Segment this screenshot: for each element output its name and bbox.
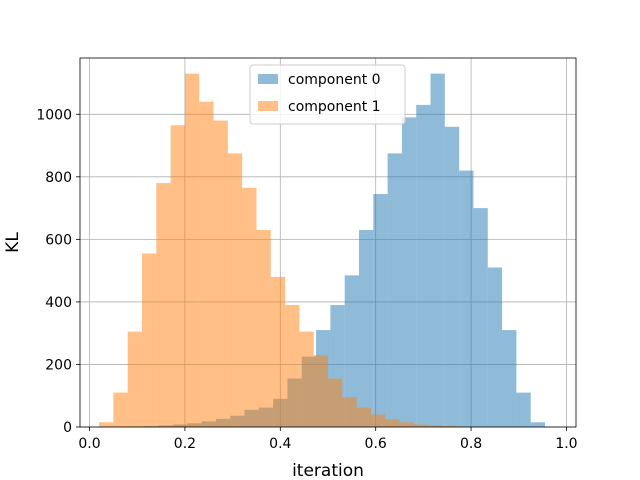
legend-swatch-component-1 <box>258 101 278 111</box>
legend-label-component-0: component 0 <box>288 72 381 88</box>
bar <box>387 153 402 427</box>
y-tick-label: 400 <box>45 295 72 311</box>
x-axis-ticks: 0.0 0.2 0.4 0.6 0.8 1.0 <box>78 427 578 452</box>
bar <box>242 187 257 427</box>
y-tick-label: 800 <box>45 170 72 186</box>
bar <box>344 275 359 427</box>
bar <box>430 73 445 427</box>
bar <box>285 305 300 427</box>
bar <box>413 424 429 427</box>
bar <box>356 407 371 427</box>
bar <box>127 331 142 427</box>
legend: component 0 component 1 <box>249 64 406 125</box>
x-axis-title: iteration <box>292 461 364 480</box>
x-tick-label: 0.0 <box>78 436 100 452</box>
bar <box>487 267 503 427</box>
bar <box>373 194 388 427</box>
bar <box>213 120 228 428</box>
legend-swatch-component-0 <box>258 74 278 84</box>
x-tick-label: 1.0 <box>555 436 577 452</box>
bar <box>113 392 128 427</box>
bar <box>428 425 443 427</box>
bar <box>199 101 214 427</box>
bar <box>370 414 386 427</box>
bar <box>442 426 457 427</box>
bar <box>502 330 517 427</box>
y-axis-ticks: 0 200 400 600 800 1000 <box>36 107 80 436</box>
bar <box>270 276 286 427</box>
bar <box>342 397 357 427</box>
bar <box>99 422 114 427</box>
x-tick-label: 0.2 <box>174 436 196 452</box>
bar <box>227 153 243 427</box>
bar <box>444 126 460 428</box>
bar <box>170 125 185 428</box>
legend-label-component-1: component 1 <box>288 99 381 115</box>
bar <box>399 422 414 427</box>
bar <box>328 378 343 427</box>
bar <box>184 73 200 427</box>
series-component-1 <box>99 73 472 428</box>
bar <box>473 208 488 427</box>
y-tick-label: 1000 <box>36 107 72 123</box>
bar <box>156 183 171 427</box>
bar <box>401 117 417 427</box>
bar <box>359 229 374 427</box>
bar <box>256 229 271 427</box>
x-tick-label: 0.8 <box>460 436 482 452</box>
y-axis-title: KL <box>3 232 23 253</box>
bar <box>313 355 328 427</box>
bar <box>516 392 531 427</box>
bar <box>142 253 157 427</box>
x-tick-label: 0.4 <box>269 436 291 452</box>
bar <box>385 419 400 427</box>
bar <box>459 170 474 427</box>
bar <box>299 331 314 427</box>
histogram-bars <box>99 73 545 428</box>
bar <box>416 104 431 428</box>
y-tick-label: 0 <box>63 420 72 436</box>
y-tick-label: 600 <box>45 232 72 248</box>
bar <box>530 422 545 427</box>
legend-box <box>249 64 406 125</box>
plot-frame <box>79 57 577 428</box>
y-tick-label: 200 <box>45 357 72 373</box>
x-tick-label: 0.6 <box>365 436 387 452</box>
